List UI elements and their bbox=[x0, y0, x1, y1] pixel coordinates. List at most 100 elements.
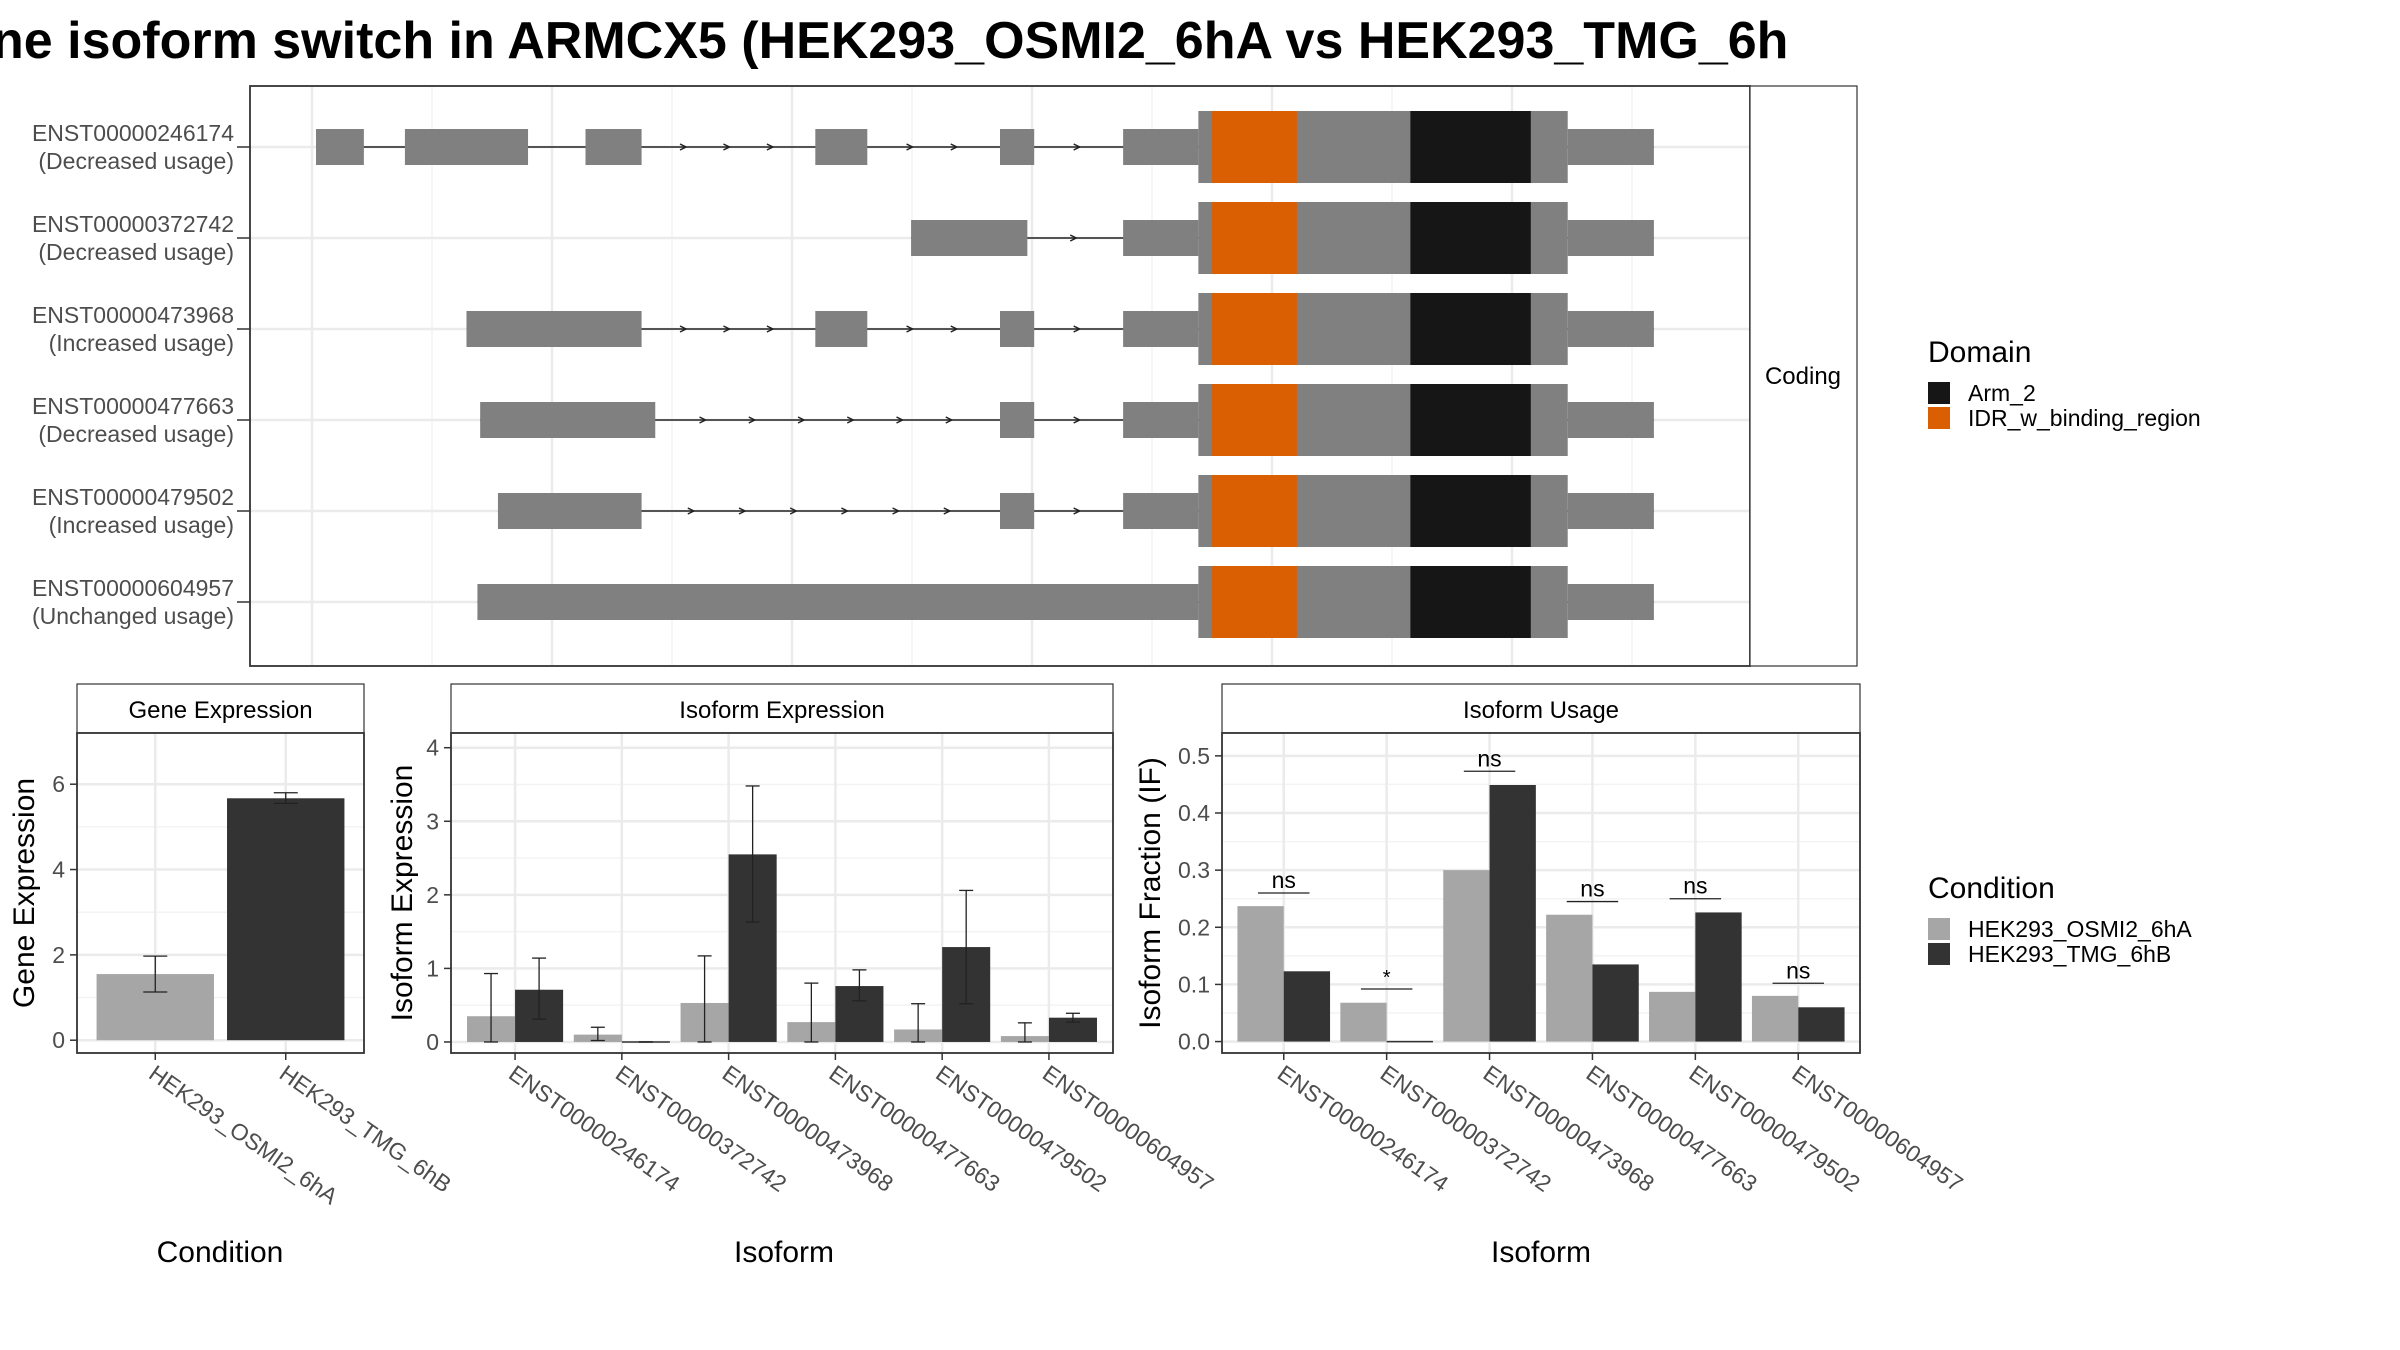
x-tick-label: ENST00000246174 bbox=[1273, 1060, 1454, 1197]
bar bbox=[1592, 964, 1639, 1042]
utr-exon bbox=[1123, 493, 1199, 529]
transcript-usage-label: (Decreased usage) bbox=[38, 421, 234, 447]
condition-legend-label: HEK293_OSMI2_6hA bbox=[1968, 916, 2192, 942]
significance-label: ns bbox=[1683, 873, 1707, 899]
utr-exon bbox=[1567, 311, 1654, 347]
intron-arrow bbox=[687, 507, 696, 515]
domain-legend-title: Domain bbox=[1928, 336, 2031, 369]
chart-title: Isoform Usage bbox=[1463, 697, 1619, 724]
domain-idr-w-binding-region bbox=[1212, 293, 1297, 365]
x-tick-label: ENST00000372742 bbox=[1376, 1060, 1556, 1197]
utr-exon bbox=[1567, 220, 1654, 256]
intron-arrow bbox=[797, 416, 806, 424]
chart-2: Isoform Expression01234ENST00000246174EN… bbox=[386, 683, 1219, 1269]
intron-arrow bbox=[846, 416, 855, 424]
condition-legend-key bbox=[1928, 918, 1950, 940]
bar bbox=[1237, 906, 1284, 1042]
domain-legend-label: IDR_w_binding_region bbox=[1968, 405, 2201, 431]
significance-label: ns bbox=[1580, 876, 1604, 902]
domain-legend-key bbox=[1928, 407, 1950, 429]
y-tick-label: 1 bbox=[426, 955, 439, 981]
intron-arrow bbox=[896, 416, 905, 424]
x-tick-label: ENST00000477663 bbox=[825, 1060, 1005, 1197]
expression-charts: Gene Expression0246HEK293_OSMI2_6hAHEK29… bbox=[8, 683, 1968, 1269]
utr-exon bbox=[477, 584, 1199, 620]
condition-legend-key bbox=[1928, 943, 1950, 965]
intron-arrow bbox=[945, 416, 954, 424]
chart-3: Isoform Usage 0.0 0.1 0.2 0.3 0.4 0.5 ns * ns ns ns… bbox=[1134, 683, 1968, 1269]
y-axis-label: Isoform Expression bbox=[386, 765, 419, 1022]
transcript-usage-label: (Unchanged usage) bbox=[32, 603, 234, 629]
domain-idr-w-binding-region bbox=[1212, 111, 1297, 183]
transcript-row bbox=[477, 566, 1654, 638]
intron-arrow bbox=[679, 325, 688, 333]
chart-border bbox=[1221, 732, 1861, 1054]
x-tick-label: ENST00000477663 bbox=[1582, 1060, 1762, 1197]
transcript-row bbox=[497, 475, 1654, 547]
transcript-usage-label: (Increased usage) bbox=[49, 512, 234, 538]
chart-title: Gene Expression bbox=[128, 697, 312, 724]
x-axis-label: Condition bbox=[157, 1236, 284, 1269]
condition-legend-title: Condition bbox=[1928, 872, 2055, 905]
y-axis-label: Gene Expression bbox=[8, 778, 41, 1008]
transcript-row bbox=[316, 111, 1654, 183]
intron-arrow bbox=[1069, 234, 1078, 242]
intron-arrow bbox=[906, 325, 915, 333]
domain-arm-2 bbox=[1410, 566, 1531, 638]
y-tick-label: 0.3 bbox=[1178, 857, 1210, 883]
intron-arrow bbox=[1073, 507, 1082, 515]
domain-idr-w-binding-region bbox=[1212, 384, 1297, 456]
x-tick-label: ENST00000479502 bbox=[931, 1060, 1111, 1197]
domain-arm-2 bbox=[1410, 475, 1531, 547]
chart-strip bbox=[1221, 683, 1861, 734]
x-axis-label: Isoform bbox=[734, 1236, 834, 1269]
chart-border bbox=[450, 732, 1114, 1054]
y-tick-label: 0 bbox=[426, 1029, 439, 1055]
utr-exon bbox=[404, 129, 529, 165]
transcript-id-label: ENST00000477663 bbox=[32, 393, 234, 419]
intron-arrow bbox=[766, 143, 775, 151]
y-tick-label: 2 bbox=[52, 942, 65, 968]
y-tick-label: 0.0 bbox=[1178, 1029, 1210, 1055]
bar bbox=[1443, 870, 1490, 1042]
transcript-id-label: ENST00000604957 bbox=[32, 575, 234, 601]
transcript-id-label: ENST00000479502 bbox=[32, 484, 234, 510]
intron-arrow bbox=[723, 143, 732, 151]
x-tick-label: ENST00000473968 bbox=[1479, 1060, 1659, 1197]
chart-strip bbox=[76, 683, 365, 734]
intron-arrow bbox=[748, 416, 757, 424]
intron-arrow bbox=[906, 143, 915, 151]
domain-arm-2 bbox=[1410, 111, 1531, 183]
utr-exon bbox=[1000, 402, 1035, 438]
domain-legend-label: Arm_2 bbox=[1968, 380, 2036, 406]
x-tick-label: ENST00000372742 bbox=[611, 1060, 791, 1197]
x-axis-label: Isoform bbox=[1491, 1236, 1591, 1269]
transcript-id-label: ENST00000473968 bbox=[32, 302, 234, 328]
chart-title: Isoform Expression bbox=[679, 697, 884, 724]
intron-arrow bbox=[950, 143, 959, 151]
transcript-usage-label: (Decreased usage) bbox=[38, 239, 234, 265]
domain-idr-w-binding-region bbox=[1212, 202, 1297, 274]
utr-exon bbox=[1000, 311, 1035, 347]
intron-arrow bbox=[1073, 325, 1082, 333]
utr-exon bbox=[1123, 129, 1199, 165]
significance-label: ns bbox=[1272, 867, 1296, 893]
transcript-row bbox=[911, 202, 1654, 274]
facet-strip-label: Coding bbox=[1765, 363, 1841, 390]
intron-arrow bbox=[1073, 143, 1082, 151]
x-tick-label: ENST00000479502 bbox=[1684, 1060, 1864, 1197]
facet-strip bbox=[1749, 85, 1858, 667]
utr-exon bbox=[466, 311, 642, 347]
intron-arrow bbox=[738, 507, 747, 515]
utr-exon bbox=[1000, 493, 1035, 529]
y-tick-label: 0.2 bbox=[1178, 914, 1210, 940]
y-tick-label: 0.1 bbox=[1178, 971, 1210, 997]
bar bbox=[1649, 991, 1696, 1042]
intron-arrow bbox=[723, 325, 732, 333]
bar bbox=[227, 798, 345, 1041]
bar bbox=[1546, 914, 1593, 1042]
utr-exon bbox=[316, 129, 364, 165]
chart-border bbox=[76, 732, 365, 1054]
